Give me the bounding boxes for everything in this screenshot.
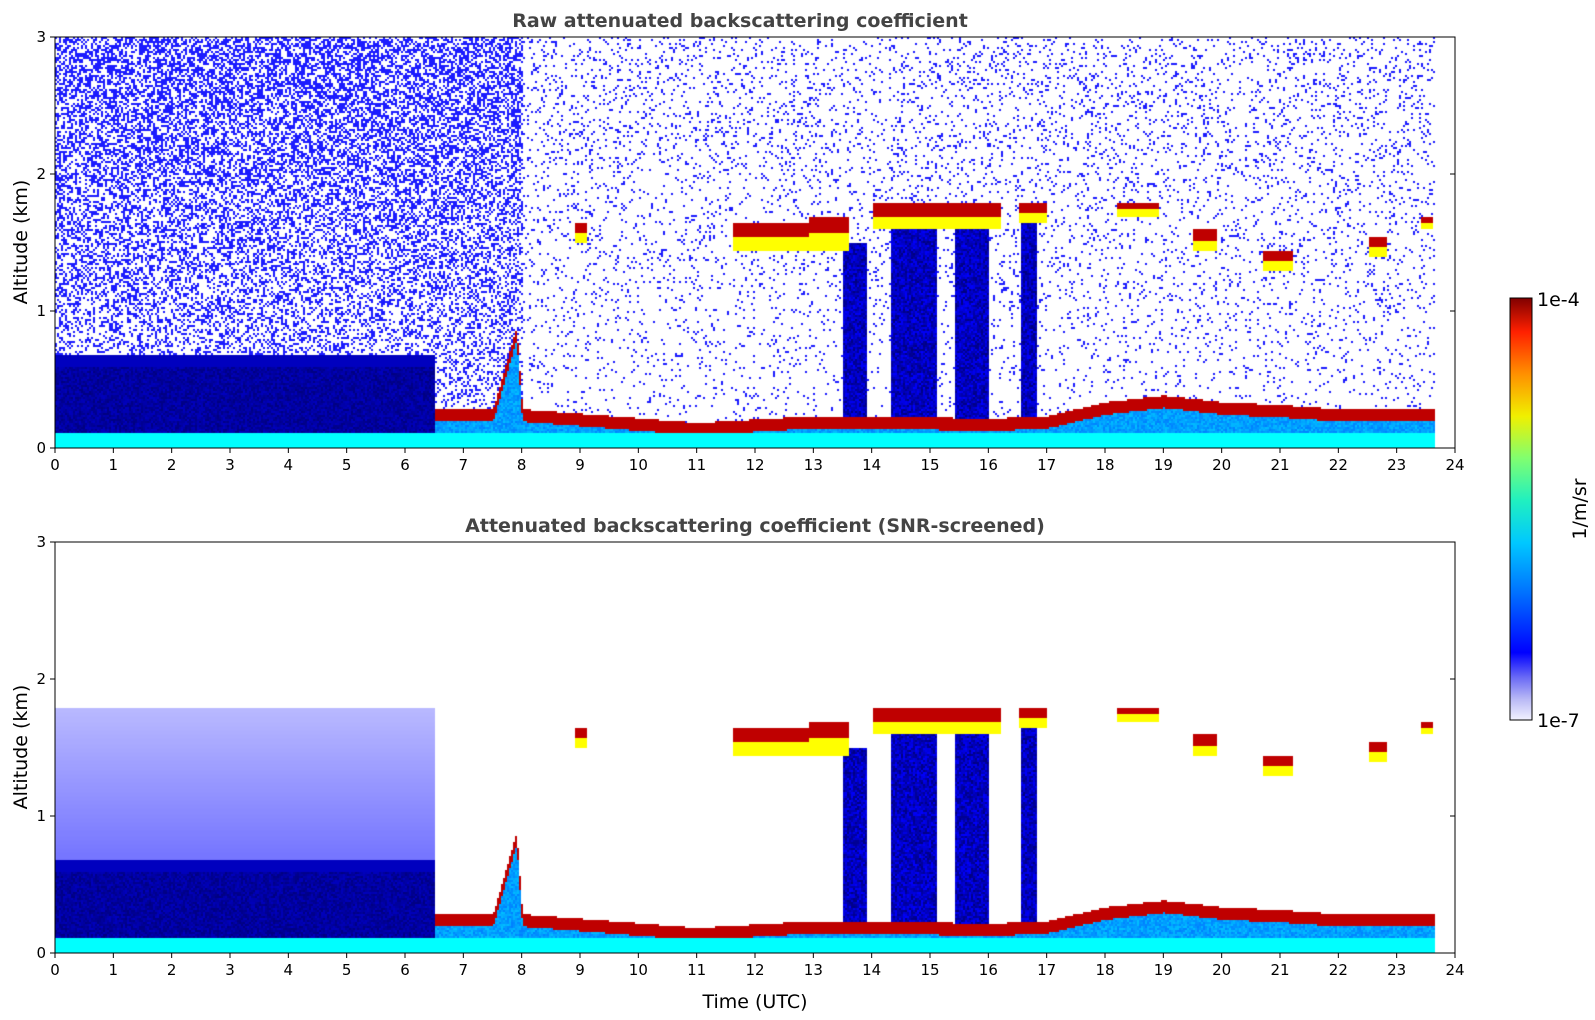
x-tick-label: 18 bbox=[1095, 961, 1114, 979]
colorbar-label: 1/m/sr bbox=[1569, 478, 1591, 539]
x-tick-label: 19 bbox=[1154, 456, 1173, 474]
x-tick-label: 9 bbox=[575, 456, 585, 474]
colorbar-max-label: 1e-4 bbox=[1537, 289, 1580, 311]
x-tick-label: 21 bbox=[1270, 456, 1289, 474]
x-tick-label: 19 bbox=[1154, 961, 1173, 979]
x-tick-label: 12 bbox=[745, 961, 764, 979]
x-tick-label: 23 bbox=[1387, 456, 1406, 474]
x-tick-label: 18 bbox=[1095, 456, 1114, 474]
panel-raw: Raw attenuated backscattering coefficien… bbox=[10, 10, 1465, 474]
y-tick-label: 1 bbox=[36, 302, 46, 320]
x-tick-label: 13 bbox=[804, 961, 823, 979]
x-tick-label: 12 bbox=[745, 456, 764, 474]
panel-title: Attenuated backscattering coefficient (S… bbox=[465, 515, 1045, 537]
x-tick-label: 13 bbox=[804, 456, 823, 474]
x-tick-label: 4 bbox=[284, 961, 294, 979]
y-tick-label: 2 bbox=[36, 670, 46, 688]
y-tick-label: 3 bbox=[36, 28, 46, 46]
x-tick-label: 17 bbox=[1037, 456, 1056, 474]
x-tick-label: 11 bbox=[687, 961, 706, 979]
x-tick-label: 9 bbox=[575, 961, 585, 979]
x-tick-label: 7 bbox=[459, 456, 469, 474]
x-tick-label: 16 bbox=[979, 456, 998, 474]
x-tick-label: 20 bbox=[1212, 456, 1231, 474]
x-tick-label: 23 bbox=[1387, 961, 1406, 979]
x-tick-label: 6 bbox=[400, 961, 410, 979]
axis-ticks: 0 1 2 3 4 5 6 7 8 9 10 11 12 13 14 15 16 17 18 19 20 21 22 23 24… bbox=[36, 28, 1464, 474]
x-tick-label: 3 bbox=[225, 456, 235, 474]
y-tick-label: 3 bbox=[36, 533, 46, 551]
x-tick-label: 8 bbox=[517, 456, 527, 474]
y-axis-label: Altitude (km) bbox=[10, 685, 32, 810]
colorbar-gradient bbox=[1509, 297, 1533, 721]
x-tick-label: 15 bbox=[920, 456, 939, 474]
x-tick-label: 24 bbox=[1445, 456, 1464, 474]
x-tick-label: 0 bbox=[50, 456, 60, 474]
axis-ticks: 0 1 2 3 4 5 6 7 8 9 10 11 12 13 14 15 16 17 18 19 20 21 22 23 24… bbox=[36, 533, 1464, 979]
panel-title: Raw attenuated backscattering coefficien… bbox=[512, 10, 968, 32]
x-tick-label: 17 bbox=[1037, 961, 1056, 979]
x-tick-label: 14 bbox=[862, 961, 881, 979]
x-axis-label: Time (UTC) bbox=[701, 991, 807, 1013]
x-tick-label: 11 bbox=[687, 456, 706, 474]
x-tick-label: 7 bbox=[459, 961, 469, 979]
x-tick-label: 1 bbox=[109, 961, 119, 979]
x-tick-label: 4 bbox=[284, 456, 294, 474]
y-tick-label: 0 bbox=[36, 439, 46, 457]
x-tick-label: 5 bbox=[342, 961, 352, 979]
x-tick-label: 6 bbox=[400, 456, 410, 474]
x-tick-label: 1 bbox=[109, 456, 119, 474]
x-tick-label: 20 bbox=[1212, 961, 1231, 979]
x-tick-label: 22 bbox=[1329, 456, 1348, 474]
x-tick-label: 2 bbox=[167, 961, 177, 979]
x-tick-label: 5 bbox=[342, 456, 352, 474]
y-tick-label: 0 bbox=[36, 944, 46, 962]
x-tick-label: 22 bbox=[1329, 961, 1348, 979]
x-tick-label: 21 bbox=[1270, 961, 1289, 979]
heatmap-area bbox=[55, 37, 1455, 448]
x-tick-label: 14 bbox=[862, 456, 881, 474]
colorbar: 1e-4 1e-7 1/m/sr bbox=[1509, 289, 1591, 732]
y-axis-label: Altitude (km) bbox=[10, 180, 32, 305]
x-tick-label: 15 bbox=[920, 961, 939, 979]
heatmap-area bbox=[55, 542, 1455, 953]
panel-screened: Attenuated backscattering coefficient (S… bbox=[10, 515, 1465, 1013]
colorbar-min-label: 1e-7 bbox=[1537, 710, 1580, 732]
x-tick-label: 10 bbox=[629, 456, 648, 474]
y-tick-label: 2 bbox=[36, 165, 46, 183]
x-tick-label: 0 bbox=[50, 961, 60, 979]
x-tick-label: 24 bbox=[1445, 961, 1464, 979]
x-tick-label: 3 bbox=[225, 961, 235, 979]
x-tick-label: 10 bbox=[629, 961, 648, 979]
x-tick-label: 16 bbox=[979, 961, 998, 979]
x-tick-label: 2 bbox=[167, 456, 177, 474]
y-tick-label: 1 bbox=[36, 807, 46, 825]
x-tick-label: 8 bbox=[517, 961, 527, 979]
